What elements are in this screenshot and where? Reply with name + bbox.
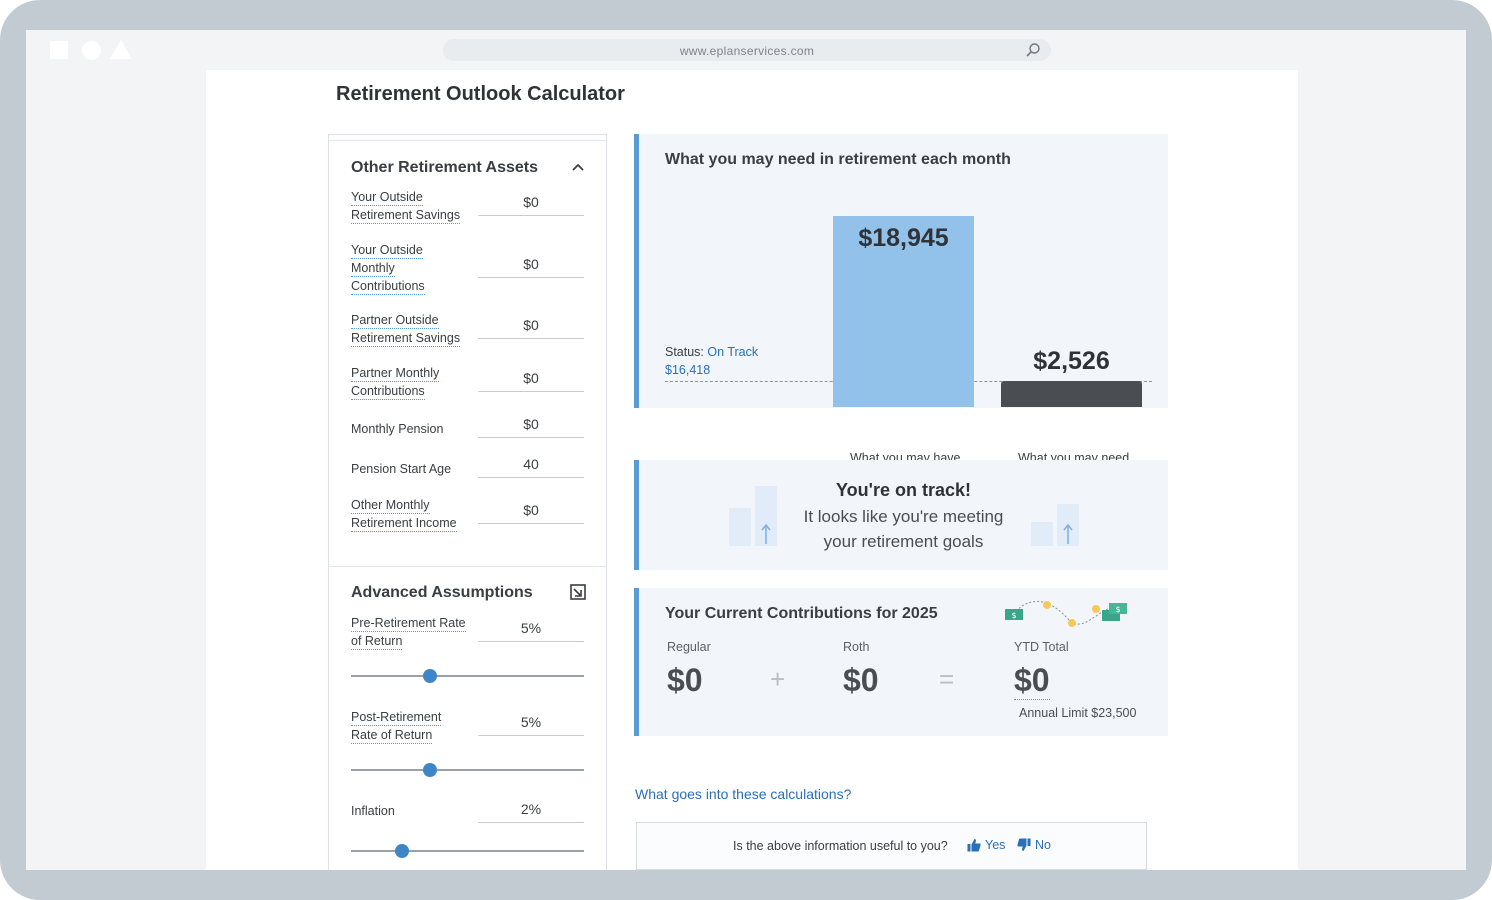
browser-chrome: www.eplanservices.com (26, 30, 1466, 70)
monthly-pension-input[interactable]: $0 (478, 414, 584, 438)
monthly-needs-card: What you may need in retirement each mon… (634, 134, 1168, 408)
page-title: Retirement Outlook Calculator (336, 83, 625, 105)
url-text: www.eplanservices.com (679, 44, 815, 58)
svg-text:$: $ (1115, 605, 1120, 614)
pre-return-label: Pre-Retirement Rate of Return (351, 616, 466, 650)
advanced-title: Advanced Assumptions (351, 584, 533, 601)
pension-age-label: Pension Start Age (351, 462, 452, 476)
monthly-pension-label: Monthly Pension (351, 422, 444, 436)
calculations-link[interactable]: What goes into these calculations? (635, 786, 852, 802)
slider-track (351, 675, 584, 677)
status-label: Status: (665, 345, 704, 359)
browser-window: www.eplanservices.com Retirement Outlook… (26, 30, 1466, 870)
assets-panel: Other Retirement Assets Your Outside Ret… (328, 134, 607, 870)
window-triangle-icon[interactable] (110, 40, 132, 59)
plus-sign: + (770, 664, 786, 694)
post-return-label: Post-Retirement Rate of Return (351, 710, 442, 744)
feedback-box: Is the above information useful to you? … (636, 822, 1147, 870)
pre-return-input[interactable]: 5% (478, 618, 584, 642)
panel-divider (329, 140, 606, 141)
slider-track (351, 850, 584, 852)
pre-return-slider[interactable] (351, 669, 584, 683)
contrib-card-title: Your Current Contributions for 2025 (665, 605, 938, 622)
address-bar[interactable]: www.eplanservices.com (443, 39, 1051, 61)
partner-contrib-input[interactable]: $0 (478, 368, 584, 392)
ytd-label: YTD Total (1014, 640, 1069, 654)
thumbs-down-icon (1017, 838, 1031, 851)
inflation-label: Inflation (351, 804, 395, 818)
growth-chart-icon (729, 486, 777, 546)
other-income-input[interactable]: $0 (478, 500, 584, 524)
slider-thumb[interactable] (395, 844, 410, 858)
on-track-message: It looks like you're meeting your retire… (639, 504, 1168, 554)
ytd-value[interactable]: $0 (1014, 662, 1050, 700)
partner-savings-input[interactable]: $0 (478, 315, 584, 339)
roth-label: Roth (843, 640, 870, 654)
other-income-label: Other Monthly Retirement Income (351, 498, 457, 532)
status-block: Status: On Track $16,418 (665, 343, 758, 379)
slider-thumb[interactable] (423, 763, 438, 777)
on-track-line-2: your retirement goals (823, 532, 984, 551)
outside-contrib-input[interactable]: $0 (478, 254, 584, 278)
inflation-input[interactable]: 2% (478, 799, 584, 823)
expand-icon[interactable] (570, 584, 586, 600)
contributions-card: Your Current Contributions for 2025 $ $ … (634, 588, 1168, 736)
chevron-up-icon[interactable] (572, 163, 584, 171)
search-icon[interactable] (1025, 42, 1041, 58)
growth-chart-icon (1031, 504, 1079, 546)
slider-thumb[interactable] (423, 669, 438, 683)
outside-savings-input[interactable]: $0 (478, 192, 584, 216)
inflation-slider[interactable] (351, 844, 584, 858)
have-bar[interactable]: $18,945 (833, 216, 974, 407)
feedback-no-label: No (1035, 838, 1051, 852)
equals-sign: = (939, 664, 955, 694)
on-track-card: You're on track! It looks like you're me… (634, 460, 1168, 570)
status-value: On Track (707, 345, 759, 359)
need-value: $2,526 (1033, 347, 1110, 375)
needs-card-title: What you may need in retirement each mon… (665, 151, 1011, 168)
thumbs-up-icon (967, 839, 981, 852)
feedback-yes-label: Yes (985, 838, 1006, 852)
other-assets-title: Other Retirement Assets (351, 159, 539, 176)
money-path-icon: $ $ (1005, 601, 1127, 627)
feedback-no-button[interactable]: No (1017, 838, 1051, 852)
page-content: Retirement Outlook Calculator Other Reti… (206, 70, 1298, 870)
pension-age-input[interactable]: 40 (478, 454, 584, 478)
outside-savings-label: Your Outside Retirement Savings (351, 190, 461, 224)
post-return-slider[interactable] (351, 763, 584, 777)
regular-value[interactable]: $0 (667, 662, 703, 698)
window-square-icon[interactable] (50, 41, 68, 59)
status-amount: $16,418 (665, 363, 711, 377)
outside-contrib-label: Your Outside Monthly Contributions (351, 243, 425, 295)
section-divider (329, 566, 606, 567)
slider-track (351, 769, 584, 771)
partner-savings-label: Partner Outside Retirement Savings (351, 313, 461, 347)
regular-label: Regular (667, 640, 711, 654)
have-value: $18,945 (858, 224, 949, 252)
partner-contrib-label: Partner Monthly Contributions (351, 366, 440, 400)
on-track-title: You're on track! (836, 480, 971, 500)
need-bar[interactable] (1001, 381, 1142, 407)
roth-value[interactable]: $0 (843, 662, 879, 698)
window-circle-icon[interactable] (82, 41, 101, 60)
annual-limit: Annual Limit $23,500 (1019, 706, 1137, 720)
feedback-yes-button[interactable]: Yes (967, 838, 1005, 852)
on-track-line-1: It looks like you're meeting (803, 507, 1004, 526)
post-return-input[interactable]: 5% (478, 712, 584, 736)
feedback-question: Is the above information useful to you? (733, 839, 948, 853)
svg-text:$: $ (1011, 611, 1016, 620)
